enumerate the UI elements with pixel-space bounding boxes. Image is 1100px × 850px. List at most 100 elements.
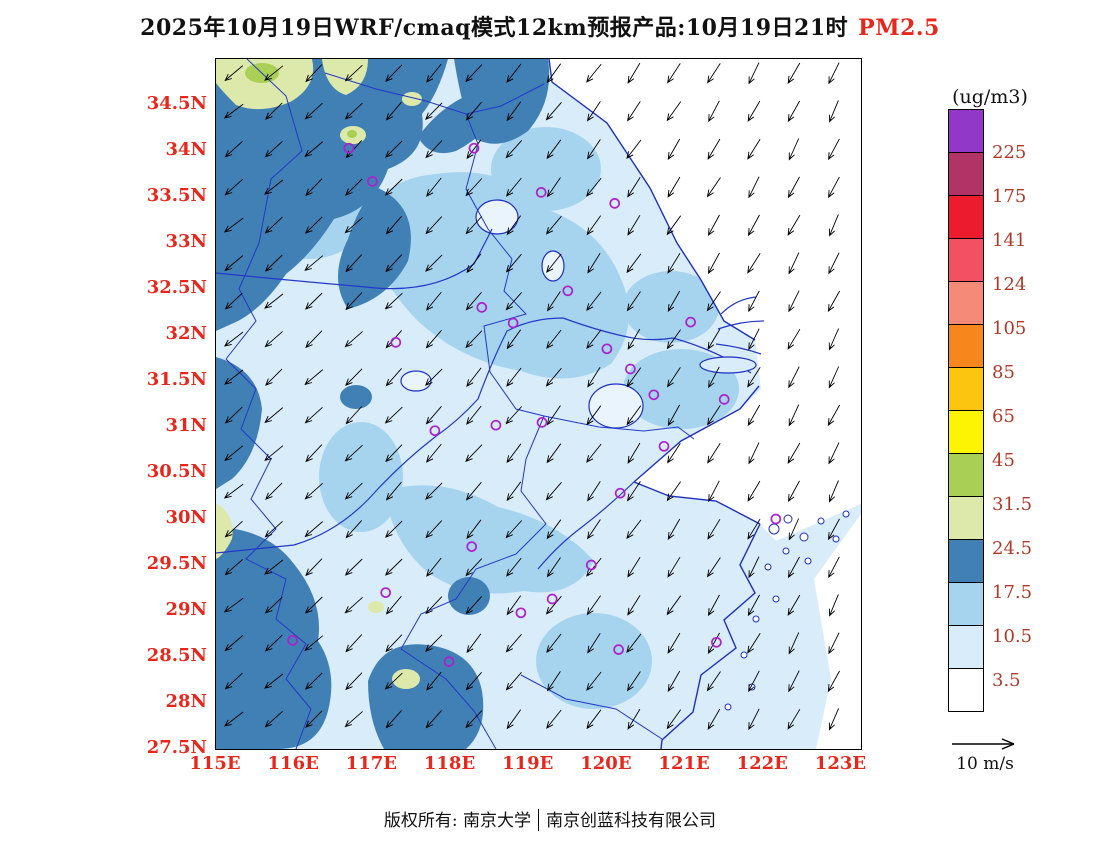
province-border-line bbox=[225, 58, 303, 360]
rivers bbox=[215, 228, 765, 570]
city-marker bbox=[535, 187, 547, 198]
legend-unit-label: (ug/m3) bbox=[952, 86, 1028, 108]
lat-tick-label: 29.5N bbox=[146, 553, 207, 574]
legend-value-label: 10.5 bbox=[992, 626, 1033, 647]
province-border-line bbox=[225, 358, 312, 750]
province-border-line bbox=[465, 113, 545, 417]
lon-tick-label: 118E bbox=[423, 753, 476, 774]
lake-outline bbox=[400, 370, 432, 392]
pm25-region-lb bbox=[366, 172, 629, 379]
city-marker bbox=[685, 316, 696, 328]
legend-color-block bbox=[948, 109, 984, 153]
city-marker bbox=[546, 593, 558, 605]
city-marker bbox=[390, 337, 402, 348]
city-marker bbox=[507, 317, 519, 329]
island-outline bbox=[740, 651, 748, 659]
pm25-region-sb bbox=[216, 527, 332, 749]
lon-tick-label: 119E bbox=[502, 753, 554, 774]
legend-value-label: 85 bbox=[992, 362, 1015, 383]
legend-color-block bbox=[948, 281, 984, 325]
city-marker bbox=[770, 513, 782, 525]
lon-tick-label: 117E bbox=[345, 753, 397, 774]
legend-color-block bbox=[948, 625, 984, 669]
lat-tick-label: 33N bbox=[165, 231, 207, 252]
island-outline bbox=[772, 595, 780, 603]
legend-value-label: 124 bbox=[992, 274, 1027, 295]
province-borders bbox=[225, 58, 695, 750]
city-marker bbox=[718, 394, 730, 405]
lon-tick-label: 116E bbox=[267, 753, 319, 774]
page-title: 2025年10月19日WRF/cmaq模式12km预报产品:10月19日21时 P… bbox=[0, 10, 1080, 42]
pm25-region-pyg bbox=[322, 59, 368, 95]
city-markers bbox=[287, 142, 782, 667]
lat-tick-label: 33.5N bbox=[146, 185, 207, 206]
pm25-region-lb bbox=[319, 422, 403, 532]
river-line bbox=[720, 296, 757, 315]
legend-value-label: 65 bbox=[992, 406, 1015, 427]
island-outline bbox=[842, 510, 850, 518]
pm25-region-lb bbox=[491, 127, 601, 211]
province-border-line bbox=[324, 72, 545, 115]
legend-value-label: 31.5 bbox=[992, 494, 1033, 515]
legend-value-label: 24.5 bbox=[992, 538, 1033, 559]
province-border-line bbox=[543, 415, 695, 440]
map-canvas bbox=[215, 58, 861, 750]
city-marker bbox=[343, 142, 355, 154]
city-marker bbox=[614, 487, 626, 499]
island-outline bbox=[768, 523, 780, 535]
lake-outline bbox=[588, 383, 644, 429]
island-outline bbox=[804, 557, 812, 565]
legend-color-block bbox=[948, 195, 984, 239]
island-outline bbox=[782, 547, 790, 555]
pm25-region-sea bbox=[814, 514, 861, 749]
legend-value-label: 17.5 bbox=[992, 582, 1033, 603]
province-border-line bbox=[400, 648, 497, 750]
legend-value-label: 175 bbox=[992, 186, 1027, 207]
lon-tick-label: 115E bbox=[189, 753, 241, 774]
river-line bbox=[215, 317, 752, 554]
pm25-region-lb bbox=[536, 613, 652, 709]
legend-value-label: 3.5 bbox=[992, 670, 1021, 691]
legend-color-block bbox=[948, 367, 984, 411]
city-marker bbox=[711, 636, 722, 648]
city-marker bbox=[515, 607, 527, 619]
city-marker bbox=[658, 440, 670, 452]
island-outline bbox=[752, 615, 760, 623]
province-border-line bbox=[520, 674, 663, 740]
lakes bbox=[400, 199, 644, 429]
map-plot-area bbox=[215, 58, 862, 750]
wind-reference-label: 10 m/s bbox=[956, 754, 1014, 774]
city-marker bbox=[380, 587, 392, 598]
pm25-region-pyg bbox=[368, 601, 384, 613]
city-marker bbox=[625, 363, 636, 375]
legend-value-label: 141 bbox=[992, 230, 1027, 251]
chongming-island bbox=[699, 356, 757, 374]
city-marker bbox=[601, 343, 613, 355]
island-outline bbox=[832, 535, 840, 543]
legend-color-block bbox=[948, 668, 984, 712]
city-marker bbox=[648, 389, 660, 401]
legend-value-label: 225 bbox=[992, 142, 1027, 163]
city-marker bbox=[613, 644, 624, 655]
island-outline bbox=[783, 514, 793, 524]
pm25-region-pyg bbox=[402, 92, 422, 106]
lat-tick-label: 32.5N bbox=[146, 277, 207, 298]
lat-tick-label: 28.5N bbox=[146, 645, 207, 666]
city-marker bbox=[562, 285, 574, 297]
legend-color-block bbox=[948, 496, 984, 540]
islands bbox=[724, 510, 850, 711]
pm25-region-sb bbox=[368, 644, 484, 749]
pm25-contour-regions bbox=[216, 59, 861, 749]
lat-tick-label: 31.5N bbox=[146, 369, 207, 390]
pm25-region-sb bbox=[340, 385, 372, 409]
legend-color-block bbox=[948, 539, 984, 583]
lat-tick-label: 32N bbox=[165, 323, 207, 344]
island-outline bbox=[724, 703, 732, 711]
river-line bbox=[215, 228, 493, 290]
wind-reference-arrow-icon bbox=[952, 738, 1015, 750]
pollutant-label: PM2.5 bbox=[858, 15, 940, 41]
legend-value-label: 105 bbox=[992, 318, 1027, 339]
pm25-region-sea bbox=[549, 59, 861, 541]
pm25-region-sb bbox=[338, 187, 411, 309]
lat-tick-label: 28N bbox=[165, 691, 207, 712]
